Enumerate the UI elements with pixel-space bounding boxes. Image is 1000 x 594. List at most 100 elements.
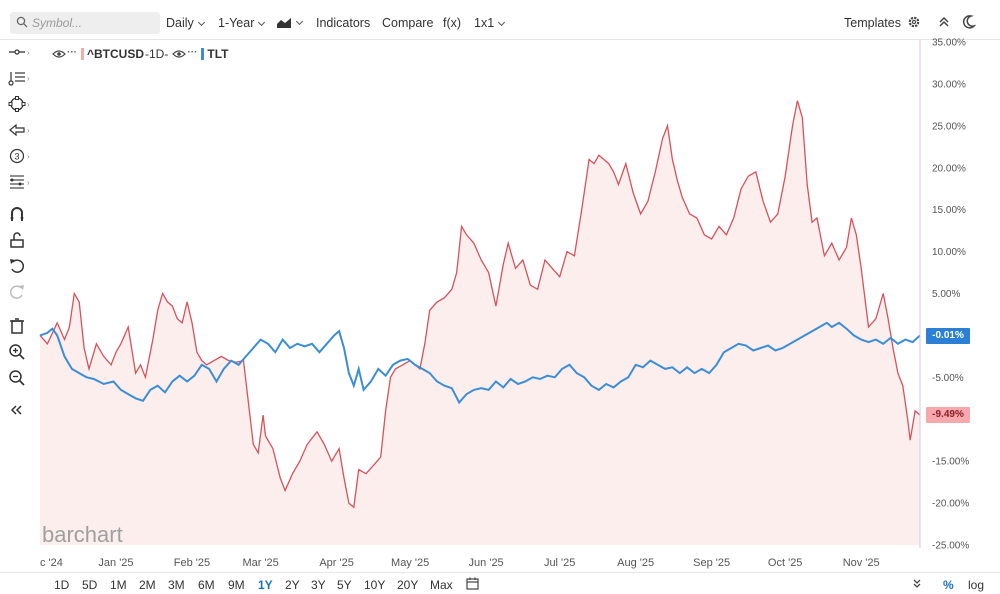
fib-tool-button[interactable]: ›: [8, 172, 34, 192]
x-tick-label: c '24: [40, 557, 63, 569]
range-2m[interactable]: 2M: [139, 578, 156, 592]
x-tick-label: Jun '25: [469, 557, 504, 569]
indicators-button[interactable]: Indicators: [316, 16, 371, 30]
range-5y[interactable]: 5Y: [337, 578, 352, 592]
range-1d[interactable]: 1D: [54, 578, 70, 592]
layout-label: 1x1: [474, 16, 495, 30]
expand-arrow-icon: ›: [27, 177, 30, 187]
range-6m[interactable]: 6M: [198, 578, 215, 592]
range-5d[interactable]: 5D: [82, 578, 98, 592]
tlt-line: [39, 321, 921, 405]
price-chart[interactable]: 35.00% 30.00% 25.00% 20.00% 15.00% 10.00% 5.00…: [0, 0, 1000, 572]
delete-drawings-button[interactable]: [8, 316, 34, 336]
x-tick-label: Aug '25: [617, 557, 654, 569]
y-tick-label: -15.00%: [932, 457, 969, 468]
eye-icon[interactable]: [52, 49, 66, 59]
percent-scale-toggle[interactable]: %: [943, 578, 954, 592]
line-tool-button[interactable]: ›: [8, 42, 34, 62]
log-scale-toggle[interactable]: log: [968, 578, 985, 592]
x-axis: c '24 Jan '25 Feb '25 Mar '25 Apr '25 May '25…: [40, 557, 880, 569]
zoom-in-button[interactable]: [8, 342, 34, 362]
y-tick-label: -5.00%: [932, 373, 964, 384]
y-tick-label: 30.00%: [932, 79, 966, 90]
btcusd-last-value-badge: -9.49%: [926, 406, 970, 423]
tlt-color-swatch: [201, 48, 205, 60]
fx-button[interactable]: f(x): [443, 16, 462, 30]
y-tick-label: 5.00%: [932, 289, 960, 300]
gear-icon[interactable]: [907, 15, 921, 29]
series-menu-icon[interactable]: ···: [187, 46, 198, 58]
x-tick-label: Apr '25: [319, 557, 354, 569]
zoom-out-button[interactable]: [8, 368, 34, 388]
range-9m[interactable]: 9M: [228, 578, 245, 592]
period-dropdown[interactable]: 1-Year: [218, 16, 266, 30]
period-label: 1-Year: [218, 16, 255, 30]
search-icon: [16, 16, 28, 28]
legend-btcusd[interactable]: ^BTCUSD: [87, 47, 145, 61]
range-3m[interactable]: 3M: [168, 578, 185, 592]
range-1y[interactable]: 1Y: [258, 578, 273, 592]
double-chevron-left-icon: [10, 405, 22, 415]
redo-button[interactable]: [8, 282, 34, 302]
dark-mode-icon[interactable]: [962, 14, 976, 30]
btcusd-area-fill: [40, 100, 920, 545]
magnet-button[interactable]: [8, 204, 34, 224]
y-tick-label: 15.00%: [932, 205, 966, 216]
lock-button[interactable]: [8, 230, 34, 250]
expand-arrow-icon: ›: [27, 151, 30, 161]
top-toolbar: Symbol... Daily 1-Year Indicators Compar…: [0, 0, 1000, 40]
annotation-tool-button[interactable]: ›: [8, 68, 34, 88]
trash-icon: [10, 318, 24, 334]
layout-dropdown[interactable]: 1x1: [474, 16, 506, 30]
interval-label: Daily: [166, 16, 194, 30]
x-tick-label: May '25: [391, 557, 429, 569]
annotation-icon: [8, 72, 25, 86]
unlock-icon: [10, 232, 24, 248]
y-axis: 35.00% 30.00% 25.00% 20.00% 15.00% 10.00% 5.00…: [932, 38, 969, 552]
range-toolbar: 1D 5D 1M 2M 3M 6M 9M 1Y 2Y 3Y 5Y 10Y 20Y Max % log: [0, 572, 1000, 594]
arrow-left-icon: [9, 123, 25, 137]
counter-tool-button[interactable]: 3 ›: [8, 146, 34, 166]
y-tick-label: -20.00%: [932, 499, 969, 510]
range-max[interactable]: Max: [430, 578, 453, 592]
series-menu-icon[interactable]: ···: [67, 46, 77, 58]
expand-arrow-icon: ›: [27, 99, 30, 109]
x-tick-label: Feb '25: [174, 557, 210, 569]
symbol-search-input[interactable]: Symbol...: [10, 12, 160, 34]
fibonacci-icon: [10, 175, 24, 189]
expand-arrow-icon: ›: [27, 73, 30, 83]
drawing-tools-sidebar: › › › › 3 › ›: [0, 40, 40, 570]
range-10y[interactable]: 10Y: [364, 578, 386, 592]
range-3y[interactable]: 3Y: [311, 578, 326, 592]
y-tick-label: -25.00%: [932, 541, 969, 552]
range-1m[interactable]: 1M: [110, 578, 127, 592]
magnet-icon: [10, 207, 24, 221]
calendar-icon[interactable]: [466, 577, 479, 590]
x-tick-label: Oct '25: [768, 557, 803, 569]
expand-arrow-icon: ›: [27, 47, 30, 57]
y-tick-label: 20.00%: [932, 163, 966, 174]
templates-button[interactable]: Templates: [844, 16, 901, 30]
undo-button[interactable]: [8, 256, 34, 276]
undo-icon: [10, 259, 25, 273]
y-tick-label: 35.00%: [932, 38, 966, 49]
range-2y[interactable]: 2Y: [285, 578, 300, 592]
barchart-watermark: barchart: [42, 522, 123, 547]
compare-button[interactable]: Compare: [382, 16, 434, 30]
x-tick-label: Jul '25: [544, 557, 575, 569]
y-tick-label: 25.00%: [932, 121, 966, 132]
tlt-last-value-badge: -0.01%: [926, 327, 970, 344]
arrow-tool-button[interactable]: ›: [8, 120, 34, 140]
collapse-up-icon[interactable]: [938, 15, 950, 29]
double-chevron-down-icon[interactable]: [912, 579, 922, 589]
chart-type-dropdown[interactable]: [276, 15, 304, 29]
interval-dropdown[interactable]: Daily: [166, 16, 205, 30]
shape-tool-button[interactable]: ›: [8, 94, 34, 114]
range-20y[interactable]: 20Y: [397, 578, 419, 592]
expand-arrow-icon: ›: [27, 125, 30, 135]
eye-icon[interactable]: [172, 49, 187, 59]
collapse-sidebar-button[interactable]: [8, 400, 34, 420]
x-tick-label: Mar '25: [242, 557, 278, 569]
legend-tlt[interactable]: TLT: [207, 47, 229, 61]
redo-icon: [9, 285, 24, 299]
